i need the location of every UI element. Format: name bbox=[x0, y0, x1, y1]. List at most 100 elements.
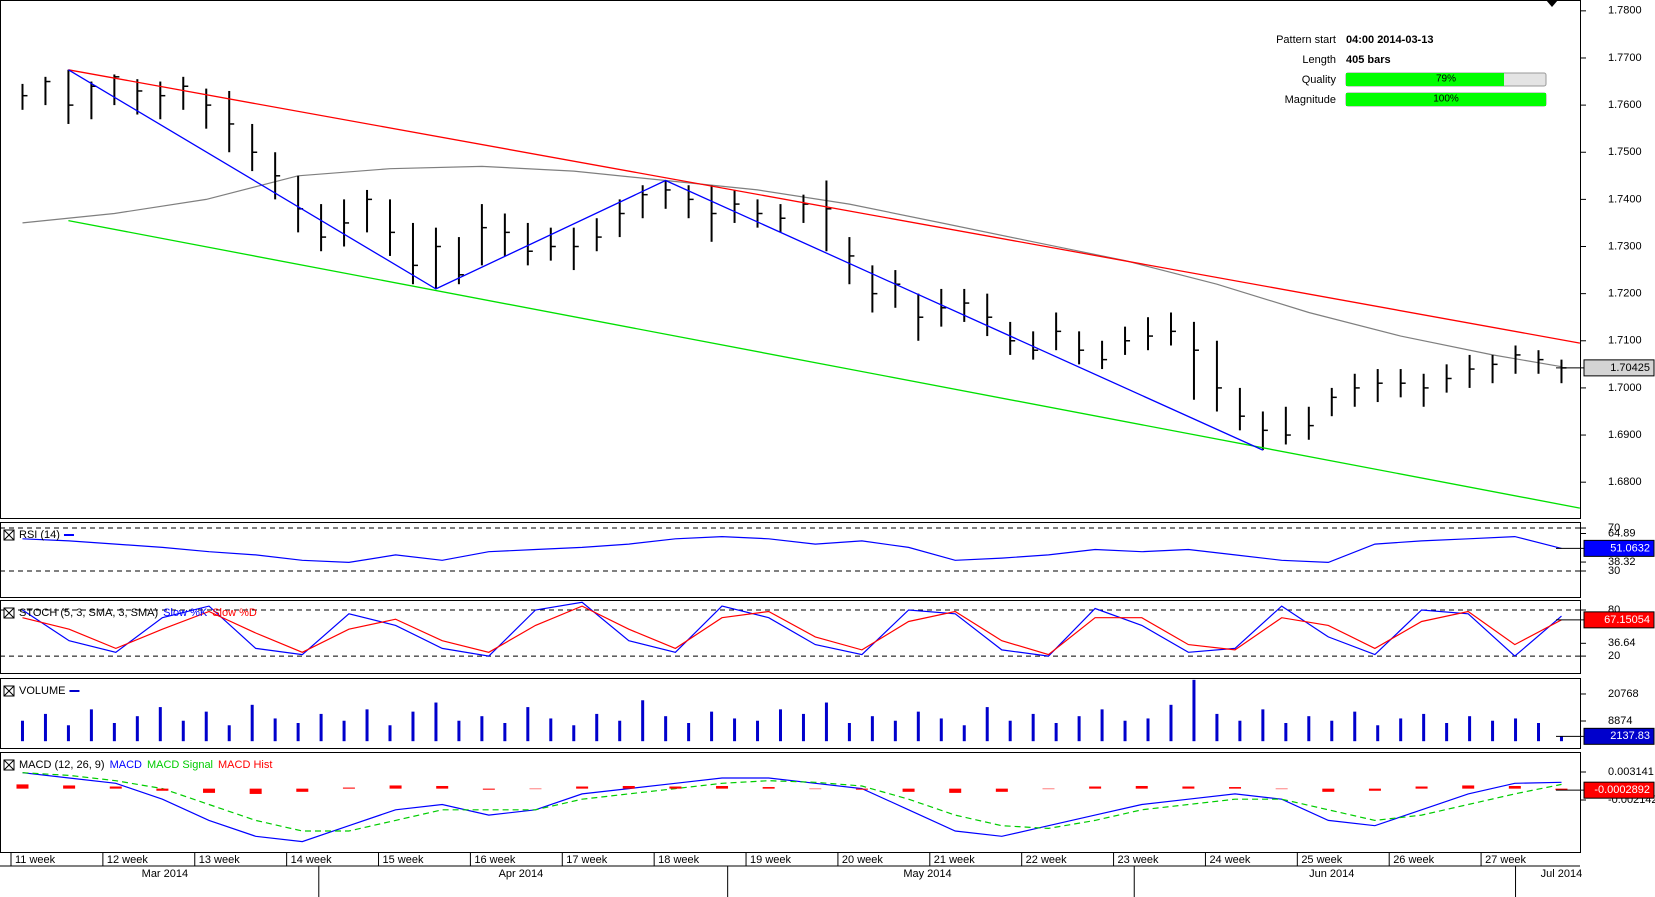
price-bar bbox=[572, 227, 579, 271]
trend-line bbox=[68, 69, 1581, 344]
month-label: Apr 2014 bbox=[499, 868, 544, 880]
info-label: Magnitude bbox=[1285, 94, 1336, 106]
price-bar bbox=[963, 288, 970, 322]
price-bar bbox=[44, 76, 51, 106]
macd-hist-bar bbox=[1555, 788, 1568, 791]
price-bar bbox=[1330, 387, 1337, 417]
volume-bar bbox=[595, 713, 599, 742]
value-box-label: -0.0002892 bbox=[1594, 784, 1650, 796]
volume-bar bbox=[893, 720, 897, 742]
x-tick-label: 22 week bbox=[1026, 854, 1067, 866]
macd-hist-bar bbox=[156, 788, 169, 791]
price-bar bbox=[274, 152, 281, 200]
volume-bar bbox=[1100, 709, 1104, 742]
panel-close-icon-cross bbox=[3, 759, 15, 771]
volume-bar bbox=[204, 711, 208, 742]
price-bar bbox=[1376, 369, 1383, 403]
macd-hist-bar bbox=[109, 786, 122, 789]
y-tick-label: 1.7800 bbox=[1608, 5, 1642, 17]
value-box-label: 67.15054 bbox=[1604, 614, 1650, 626]
price-bar bbox=[411, 222, 418, 285]
volume-bar bbox=[1353, 711, 1357, 742]
panel-title-text: STOCH (5, 3, SMA, 3, SMA) bbox=[19, 607, 158, 619]
volume-bar bbox=[503, 723, 507, 742]
y-tick-label: 8874 bbox=[1608, 715, 1632, 727]
meter-fill bbox=[1346, 73, 1504, 86]
volume-bar bbox=[733, 718, 737, 742]
macd-hist-bar bbox=[296, 788, 309, 792]
legend-entry: MACD Hist bbox=[218, 759, 272, 771]
price-bar bbox=[251, 123, 258, 172]
volume-bar bbox=[158, 707, 162, 742]
x-tick-label: 26 week bbox=[1393, 854, 1434, 866]
info-label: Length bbox=[1302, 54, 1336, 66]
panel-frame bbox=[0, 752, 1581, 853]
value-box bbox=[1583, 539, 1655, 557]
y-tick-label: 64.89 bbox=[1608, 527, 1636, 539]
x-tick-label: 12 week bbox=[107, 854, 148, 866]
x-tick-label: 11 week bbox=[15, 854, 56, 866]
volume-bar bbox=[1445, 723, 1449, 742]
volume-bar bbox=[1514, 718, 1518, 742]
x-tick-label: 25 week bbox=[1301, 854, 1342, 866]
price-bar bbox=[986, 293, 993, 337]
price-bar bbox=[1537, 350, 1544, 374]
x-tick-label: 14 week bbox=[291, 854, 332, 866]
y-tick-label: 1.7200 bbox=[1608, 288, 1642, 300]
price-bar bbox=[1078, 331, 1085, 365]
price-bar bbox=[1101, 340, 1108, 370]
volume-bar bbox=[572, 725, 576, 742]
volume-bar bbox=[388, 725, 392, 742]
volume-bar bbox=[664, 716, 668, 742]
price-bar bbox=[779, 204, 786, 233]
volume-bar bbox=[250, 704, 254, 742]
value-box bbox=[1583, 611, 1655, 629]
y-tick-label: 1.7500 bbox=[1608, 146, 1642, 158]
volume-bar bbox=[1559, 736, 1563, 742]
price-bar bbox=[710, 185, 717, 242]
macd-hist-bar bbox=[1322, 788, 1335, 792]
macd-hist-bar bbox=[762, 787, 775, 789]
volume-bar bbox=[1008, 720, 1012, 742]
volume-bar bbox=[480, 716, 484, 742]
volume-bar bbox=[1330, 720, 1334, 742]
price-bar bbox=[343, 199, 350, 247]
volume-bar bbox=[1537, 723, 1541, 742]
legend-entry: Slow %K bbox=[163, 607, 208, 619]
trend-line bbox=[68, 219, 1581, 509]
panel-frame bbox=[0, 678, 1581, 749]
indicator-line bbox=[22, 605, 1562, 656]
volume-bar bbox=[618, 720, 622, 742]
y-tick-label: 1.7300 bbox=[1608, 240, 1642, 252]
volume-bar bbox=[1468, 716, 1472, 742]
panel-title: RSI (14) bbox=[19, 529, 60, 541]
volume-bar bbox=[296, 723, 300, 742]
macd-hist-bar bbox=[576, 786, 589, 789]
macd-hist-bar bbox=[389, 785, 402, 789]
y-tick-label: 1.6900 bbox=[1608, 429, 1642, 441]
legend-entry: Slow %D bbox=[212, 607, 257, 619]
info-label: Quality bbox=[1302, 74, 1337, 86]
panel-title-text: VOLUME bbox=[19, 685, 65, 697]
x-tick-label: 27 week bbox=[1485, 854, 1526, 866]
volume-bar bbox=[1146, 718, 1150, 742]
price-bar bbox=[1307, 406, 1314, 440]
legend-entry: MACD bbox=[110, 759, 142, 771]
volume-bar bbox=[1261, 709, 1265, 742]
volume-bar bbox=[1054, 723, 1058, 742]
price-bar bbox=[1399, 369, 1406, 398]
volume-bar bbox=[870, 716, 874, 742]
macd-line bbox=[22, 772, 1562, 832]
macd-hist-bar bbox=[902, 788, 915, 792]
macd-hist-bar bbox=[1415, 786, 1428, 789]
price-bar bbox=[366, 189, 373, 233]
volume-bar bbox=[89, 709, 93, 742]
price-bar bbox=[1169, 312, 1176, 346]
volume-bar bbox=[342, 720, 346, 742]
y-tick-label: 1.7400 bbox=[1608, 193, 1642, 205]
volume-bar bbox=[1238, 720, 1242, 742]
price-bar bbox=[664, 180, 671, 209]
macd-hist-bar bbox=[622, 785, 635, 789]
month-label: May 2014 bbox=[903, 868, 951, 880]
